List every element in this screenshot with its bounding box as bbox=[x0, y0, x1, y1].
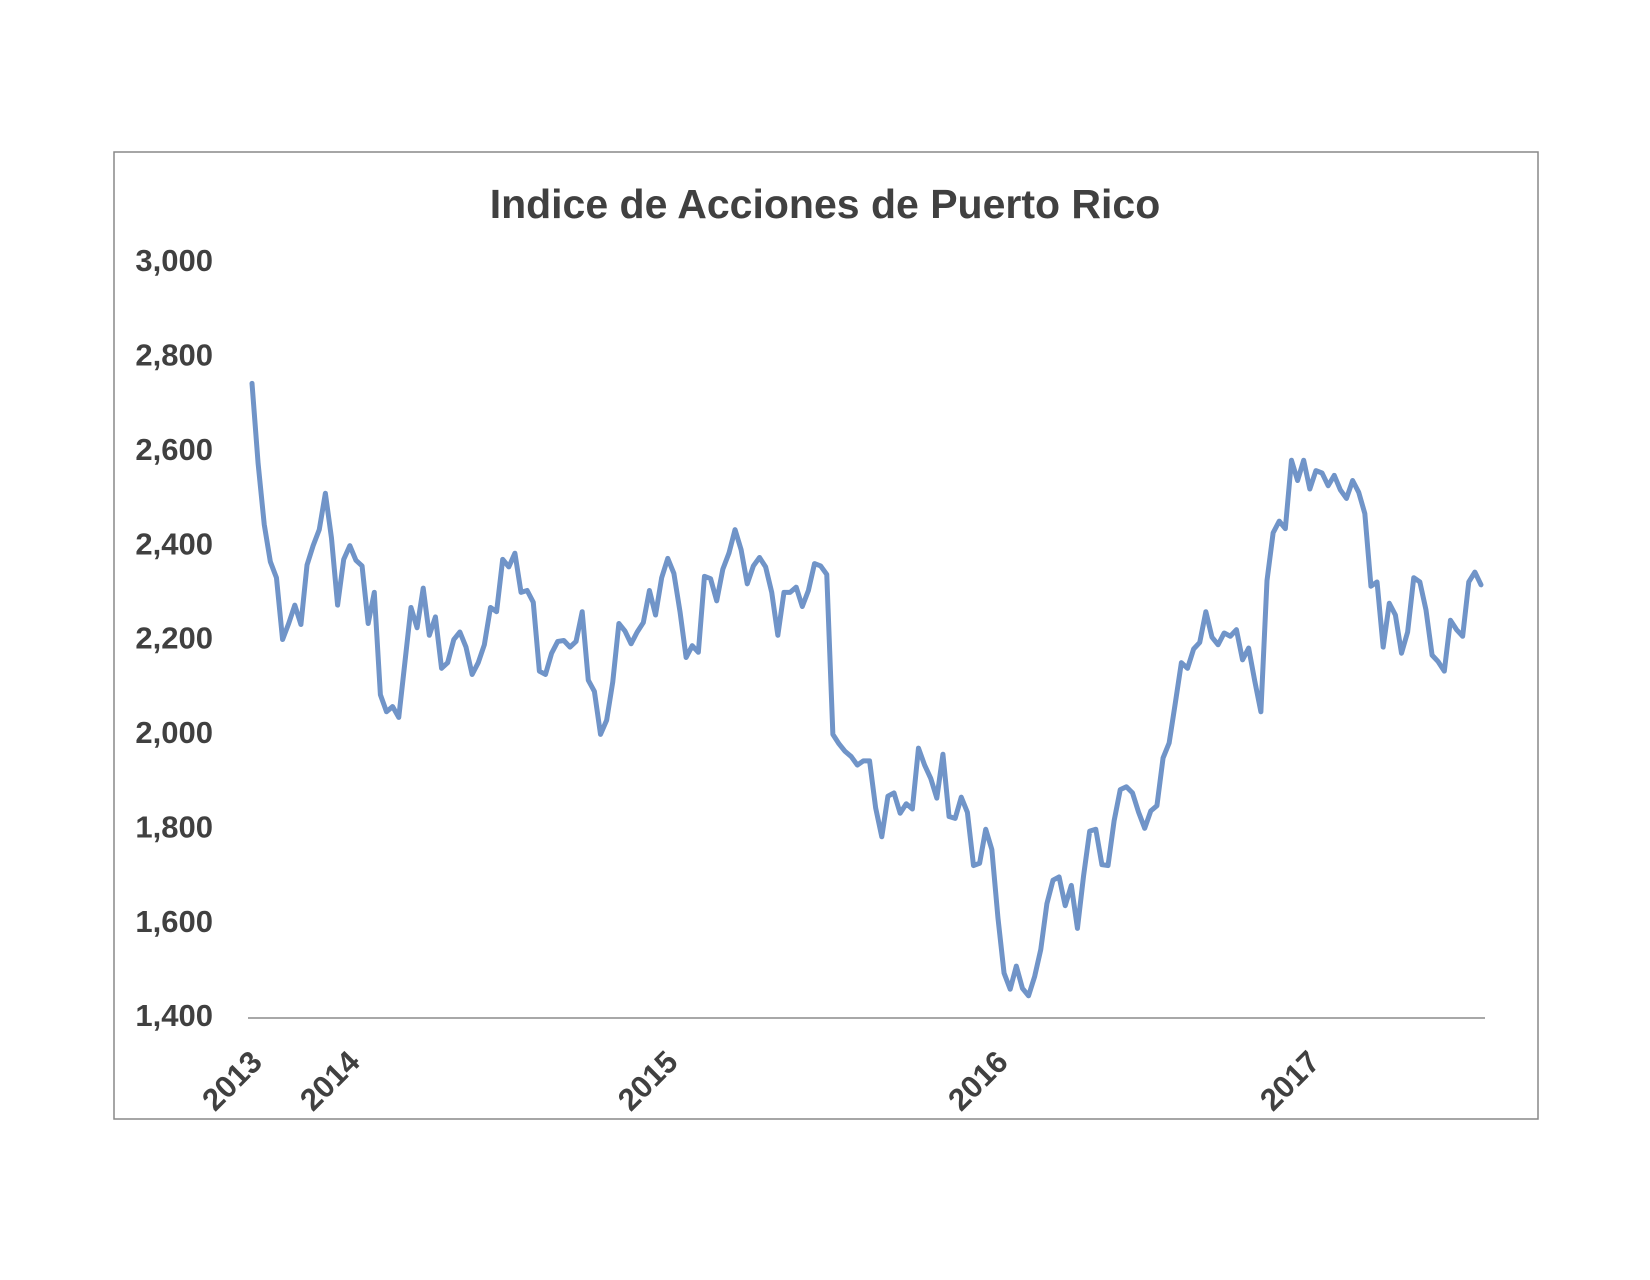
y-tick-label: 2,200 bbox=[135, 621, 213, 656]
y-tick-label: 2,400 bbox=[135, 526, 213, 561]
line-series bbox=[249, 380, 1484, 999]
y-tick-label: 3,000 bbox=[135, 243, 213, 278]
y-tick-label: 2,800 bbox=[135, 338, 213, 373]
y-tick-label: 1,600 bbox=[135, 904, 213, 939]
y-tick-label: 1,400 bbox=[135, 998, 213, 1033]
chart-title: Indice de Acciones de Puerto Rico bbox=[490, 181, 1161, 227]
y-tick-label: 1,800 bbox=[135, 809, 213, 844]
y-tick-label: 2,000 bbox=[135, 715, 213, 750]
y-tick-label: 2,600 bbox=[135, 432, 213, 467]
chart-frame bbox=[113, 151, 1539, 1120]
